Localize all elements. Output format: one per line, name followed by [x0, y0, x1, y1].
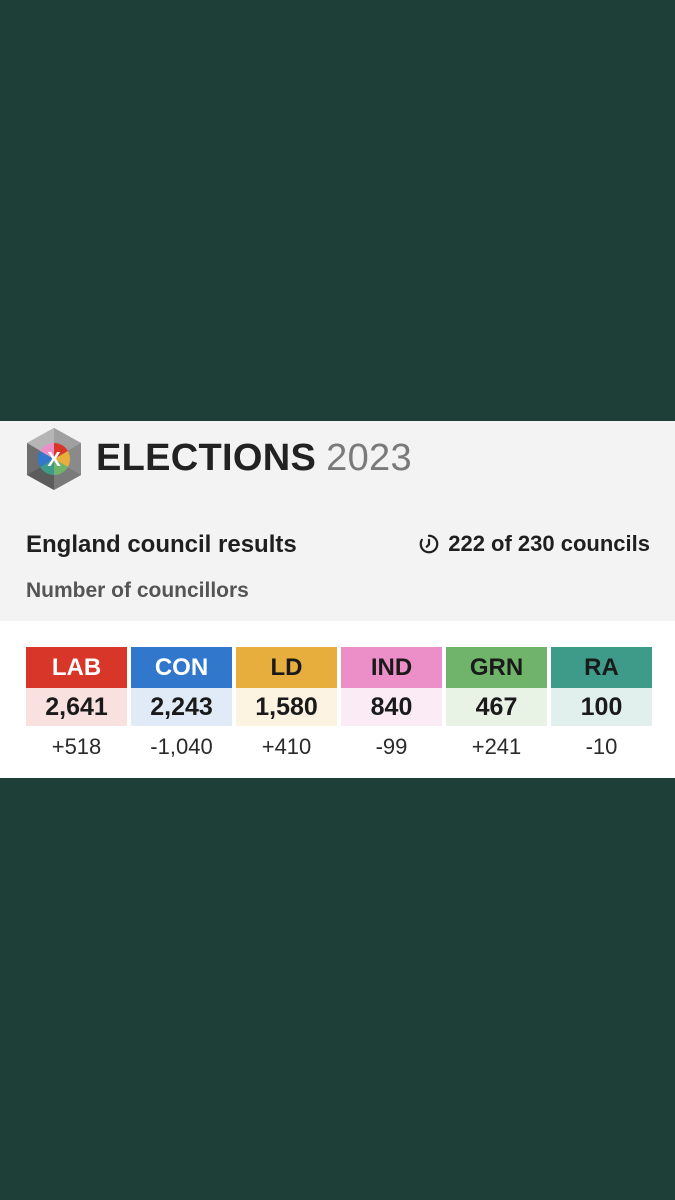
header: X ELECTIONS 2023 — [0, 421, 675, 501]
party-seats: 467 — [446, 688, 547, 726]
brand-year: 2023 — [326, 437, 412, 479]
election-results-card: X ELECTIONS 2023 England council results … — [0, 421, 675, 778]
party-column-con: CON 2,243 -1,040 — [131, 647, 232, 768]
party-change: -99 — [375, 734, 408, 759]
clock-icon — [419, 534, 439, 554]
party-abbr: GRN — [446, 647, 547, 688]
party-change: +410 — [261, 734, 312, 759]
party-columns: LAB 2,641 +518 CON 2,243 -1,040 LD 1,580 +410 IND… — [26, 647, 652, 768]
party-column-ra: RA 100 -10 — [551, 647, 652, 768]
councils-progress-text: 222 of 230 councils — [448, 531, 650, 556]
party-abbr: IND — [341, 647, 442, 688]
party-abbr: RA — [551, 647, 652, 688]
metric-label: Number of councillors — [26, 579, 249, 602]
results-title: England council results — [26, 531, 297, 558]
party-column-grn: GRN 467 +241 — [446, 647, 547, 768]
party-seats: 1,580 — [236, 688, 337, 726]
party-column-ld: LD 1,580 +410 — [236, 647, 337, 768]
party-abbr: LAB — [26, 647, 127, 688]
party-seats: 100 — [551, 688, 652, 726]
party-change: +518 — [51, 734, 102, 759]
brand-title-text: ELECTIONS — [96, 437, 317, 479]
party-abbr: LD — [236, 647, 337, 688]
elections-logo-icon: X — [27, 428, 81, 490]
svg-text:X: X — [47, 449, 61, 471]
party-column-ind: IND 840 -99 — [341, 647, 442, 768]
party-abbr: CON — [131, 647, 232, 688]
brand-title: ELECTIONS 2023 — [96, 435, 412, 481]
party-seats: 840 — [341, 688, 442, 726]
party-column-lab: LAB 2,641 +518 — [26, 647, 127, 768]
results-table: LAB 2,641 +518 CON 2,243 -1,040 LD 1,580 +410 IND… — [0, 621, 675, 778]
party-seats: 2,243 — [131, 688, 232, 726]
party-change: +241 — [471, 734, 522, 759]
councils-progress: 222 of 230 councils — [418, 531, 650, 557]
party-seats: 2,641 — [26, 688, 127, 726]
party-change: -10 — [585, 734, 618, 759]
party-change: -1,040 — [150, 734, 213, 759]
